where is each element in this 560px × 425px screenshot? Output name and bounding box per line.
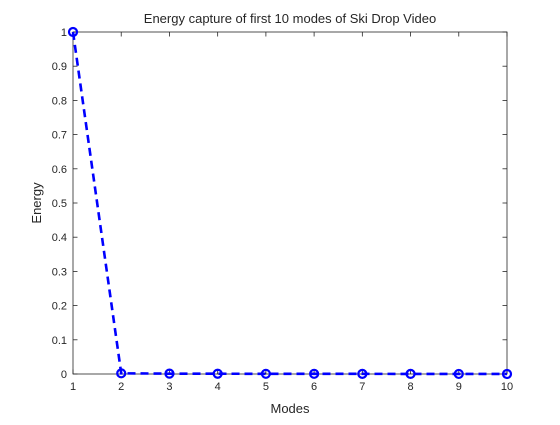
- data-point-marker: [405, 368, 416, 379]
- y-tick-label: 0.1: [52, 335, 67, 347]
- x-tick-label: 5: [263, 381, 269, 393]
- x-tick-label: 9: [456, 381, 462, 393]
- data-point-marker: [67, 26, 79, 38]
- y-tick-label: 0.9: [52, 61, 67, 73]
- x-tick-label: 6: [311, 381, 317, 393]
- data-point-marker: [164, 368, 175, 379]
- y-tick-label: 0.2: [52, 301, 67, 313]
- y-tick-label: 0.3: [52, 266, 67, 278]
- axes: [72, 31, 508, 375]
- data-point-marker: [309, 368, 320, 379]
- y-tick-label: 0.6: [52, 164, 67, 176]
- x-tick-label: 2: [118, 381, 124, 393]
- y-tick-label: 0.8: [52, 95, 67, 107]
- data-point-marker: [453, 368, 464, 380]
- x-tick-label: 8: [407, 381, 413, 393]
- y-tick-label: 0: [61, 369, 67, 381]
- y-tick-label: 1: [61, 27, 67, 39]
- chart-title: Energy capture of first 10 modes of Ski …: [144, 11, 436, 26]
- y-axis-title: Energy: [29, 182, 44, 224]
- data-point-marker: [260, 368, 271, 379]
- series-line: [71, 31, 508, 376]
- y-tick-label: 0.4: [52, 232, 67, 244]
- x-tick-label: 7: [359, 381, 365, 393]
- x-tick-label: 3: [166, 381, 172, 393]
- data-series: [67, 26, 513, 380]
- y-tick-label: 0.5: [52, 198, 67, 210]
- plot-area-box: [72, 31, 508, 375]
- x-tick-label: 1: [70, 381, 76, 393]
- y-tick-label: 0.7: [52, 130, 67, 142]
- data-point-marker: [116, 368, 127, 379]
- ticks: 1 2 3 4 5 6 7 8 9 10 0 0.1 0.2 0.3 0.4 0.5 0.6 0.7 0.8 0.9 1: [52, 27, 513, 393]
- data-point-marker: [357, 368, 368, 379]
- data-point-marker: [212, 368, 223, 379]
- data-point-marker: [501, 368, 513, 380]
- x-tick-label: 10: [501, 381, 513, 393]
- x-axis-title: Modes: [270, 401, 310, 416]
- x-tick-label: 4: [215, 381, 221, 393]
